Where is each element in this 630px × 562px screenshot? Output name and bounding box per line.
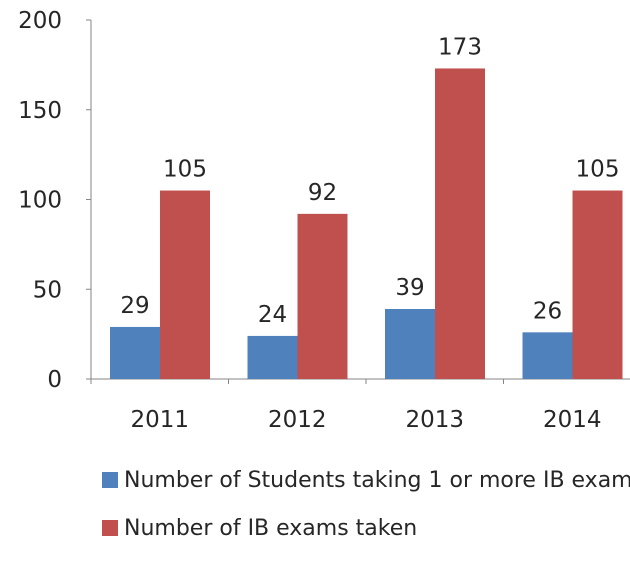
y-tick-label: 50 [33, 277, 62, 303]
y-tick-label: 100 [18, 188, 62, 214]
legend: Number of Students taking 1 or more IB e… [102, 466, 630, 562]
bar-exams [435, 68, 485, 379]
y-tick-label: 0 [47, 367, 62, 393]
data-label-students: 39 [395, 275, 424, 301]
legend-swatch-students [102, 472, 118, 488]
legend-swatch-exams [102, 520, 118, 536]
data-label-students: 24 [258, 302, 287, 328]
bar-students [110, 326, 160, 379]
bar-students [385, 308, 435, 379]
bar-exams [572, 190, 623, 379]
plot-area: 0 50 100 150 200 29 105 2011 24 92 2012 39 173 2013 26… [18, 8, 630, 433]
y-tick-label: 150 [18, 98, 62, 124]
legend-label-exams: Number of IB exams taken [124, 515, 418, 541]
x-tick-label: 2014 [543, 407, 602, 433]
bar-students [522, 332, 573, 379]
legend-item-students: Number of Students taking 1 or more IB e… [102, 466, 630, 494]
x-tick-label: 2011 [130, 407, 189, 433]
data-label-students: 29 [120, 293, 149, 319]
bar-chart: 0 50 100 150 200 29 105 2011 24 92 2012 39 173 2013 26… [18, 8, 630, 433]
legend-label-students: Number of Students taking 1 or more IB e… [124, 467, 630, 493]
data-label-students: 26 [533, 298, 562, 324]
data-label-exams: 105 [163, 157, 207, 183]
bar-exams [297, 213, 348, 379]
data-label-exams: 173 [438, 34, 482, 60]
legend-item-exams: Number of IB exams taken [102, 514, 630, 542]
data-label-exams: 92 [308, 180, 337, 206]
y-tick-label: 200 [18, 8, 62, 34]
chart: 0 50 100 150 200 29 105 2011 24 92 2012 39 173 2013 26… [18, 8, 630, 541]
data-label-exams: 105 [576, 157, 620, 183]
x-tick-label: 2012 [268, 407, 327, 433]
bar-students [247, 335, 298, 379]
x-tick-label: 2013 [405, 407, 464, 433]
bar-exams [160, 190, 210, 379]
